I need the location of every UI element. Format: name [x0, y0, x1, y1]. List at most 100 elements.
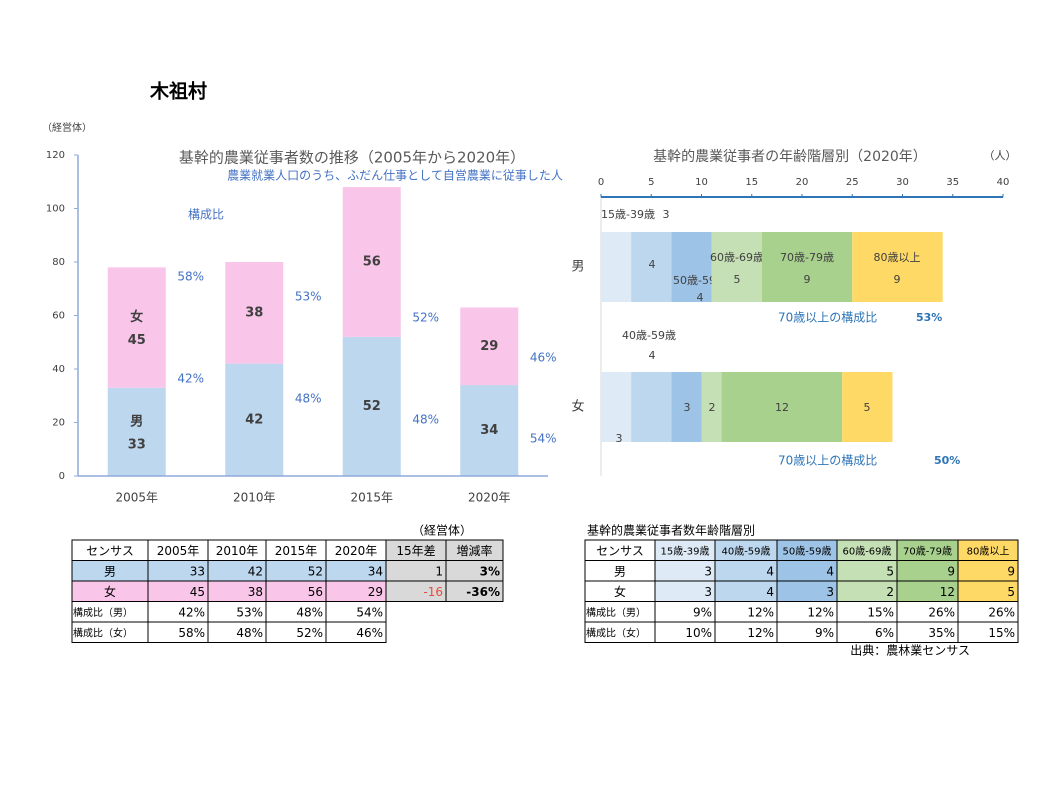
table-text: 46% [356, 626, 383, 640]
bar-segment [852, 232, 943, 302]
bar-segment [342, 187, 401, 337]
table-text: 15% [867, 605, 894, 619]
table-text: 52% [296, 626, 323, 640]
table-text: 52 [308, 564, 323, 578]
data-label: 5 [734, 273, 741, 286]
table-text: -16 [423, 585, 443, 599]
table-text: 54% [356, 605, 383, 619]
series-label: 15歳-39歳 [601, 208, 655, 221]
series-label: 女 [130, 309, 143, 325]
x-tick-label: 35 [946, 177, 959, 188]
series-label: 60歳-69歳 [710, 251, 764, 264]
table-text: 12% [747, 605, 774, 619]
table-text: 構成比（男） [73, 606, 133, 619]
table-cell [957, 621, 1019, 643]
y-tick-label: 60 [52, 311, 65, 322]
data-label: 52 [363, 399, 381, 414]
table-text: 42% [178, 605, 205, 619]
bar-segment [761, 232, 853, 302]
table-text: 15年差 [396, 544, 435, 558]
bar-segment [460, 307, 519, 386]
bar-segment [601, 232, 632, 302]
table-text: 26% [988, 605, 1015, 619]
table-text: 3 [826, 585, 834, 599]
y-axis-label: （経営体） [42, 121, 92, 134]
table-text: 男 [104, 564, 116, 578]
bar-segment [631, 232, 672, 302]
data-label: 3 [616, 432, 623, 445]
series-label: 40歳-59歳 [622, 329, 676, 342]
bar-segment [631, 372, 672, 442]
table-text: 50歳-59歳 [782, 545, 831, 557]
data-label: 4 [697, 291, 704, 304]
data-label: 34 [480, 423, 498, 438]
table-text: 45 [190, 585, 205, 599]
table-text: 5 [1007, 585, 1015, 599]
series-label: 80歳以上 [874, 251, 921, 264]
table-cell [445, 580, 504, 602]
y-tick-label: 120 [46, 150, 65, 161]
data-label: 3 [684, 401, 691, 414]
table-text: 56 [308, 585, 323, 599]
bar-segment [107, 267, 166, 388]
x-tick-label: 5 [648, 177, 654, 188]
annotation: 70歳以上の構成比 [778, 311, 877, 325]
x-tick-label: 2010年 [233, 491, 276, 505]
category-label: 女 [571, 399, 584, 415]
table-text: 9 [1007, 564, 1015, 578]
annotation-value: 53% [916, 311, 942, 324]
table-text: 34 [368, 564, 383, 578]
bar-segment [601, 372, 632, 442]
table-text: 2020年 [335, 544, 378, 558]
x-tick-label: 2020年 [468, 491, 511, 505]
bar-segment [671, 372, 702, 442]
table-text: 2015年 [275, 544, 318, 558]
annotation-value: 50% [934, 454, 960, 467]
table-text: 15% [988, 626, 1015, 640]
table-text: 60歳-69歳 [842, 545, 891, 557]
share-label: 42% [177, 372, 204, 386]
table-text: 35% [928, 626, 955, 640]
share-label: 46% [530, 351, 557, 365]
data-label: 9 [894, 273, 901, 286]
share-label: 58% [177, 270, 204, 284]
y-tick-label: 80 [52, 257, 65, 268]
data-label: 33 [128, 437, 146, 452]
annotation: 構成比 [188, 208, 224, 222]
table-caption: （経営体） [412, 524, 472, 538]
share-label: 52% [412, 311, 439, 325]
table-text: センサス [86, 544, 134, 558]
table-text: 10% [685, 626, 712, 640]
table-cell [325, 621, 387, 643]
table-caption: 基幹的農業従事者数年齢階層別 [587, 523, 755, 538]
table-text: 12% [807, 605, 834, 619]
table-text: 9 [947, 564, 955, 578]
table-text: 70歳-79歳 [903, 545, 952, 557]
table-text: 女 [104, 584, 116, 599]
share-label: 48% [412, 413, 439, 427]
data-label: 2 [709, 401, 716, 414]
table-text: 4 [766, 585, 774, 599]
table-text: 53% [236, 605, 263, 619]
share-label: 48% [295, 392, 322, 406]
data-label: 5 [864, 401, 871, 414]
x-tick-label: 10 [695, 177, 708, 188]
y-tick-label: 0 [59, 471, 65, 482]
bar-segment [107, 387, 166, 476]
series-label: 70歳-79歳 [780, 251, 834, 264]
table-text: 26% [928, 605, 955, 619]
table-text: 38 [248, 585, 263, 599]
table-text: 構成比（男） [586, 606, 646, 619]
y-tick-label: 100 [46, 204, 65, 215]
x-tick-label: 25 [846, 177, 859, 188]
data-label: 29 [480, 339, 498, 354]
data-label: 4 [649, 349, 656, 362]
table-text: 9% [815, 626, 834, 640]
table-text: センサス [596, 544, 644, 558]
bar-segment [342, 336, 401, 476]
share-label: 53% [295, 290, 322, 304]
data-label: 3 [663, 208, 670, 221]
data-label: 9 [804, 273, 811, 286]
data-label: 4 [649, 258, 656, 271]
